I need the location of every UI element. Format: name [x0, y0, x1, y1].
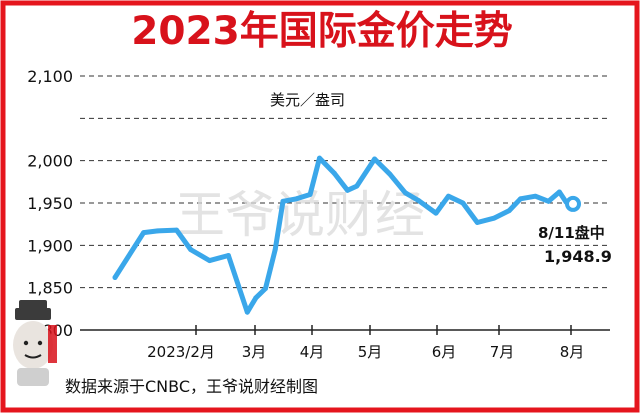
- data-point: [141, 230, 146, 236]
- last-value-marker: [565, 195, 581, 212]
- data-point: [280, 198, 286, 204]
- data-point: [474, 220, 480, 225]
- data-point: [174, 227, 179, 233]
- watermark: 王爷说财经: [175, 186, 425, 244]
- data-point: [433, 210, 439, 216]
- data-point: [402, 190, 408, 196]
- data-point: [226, 253, 231, 258]
- annotation-date-label: 8/11盘中: [538, 224, 605, 242]
- x-tick-label: 4月: [300, 343, 325, 361]
- data-point: [387, 171, 393, 177]
- data-point: [112, 275, 118, 280]
- y-tick-label: 1,850: [27, 279, 73, 298]
- source-note: 数据来源于CNBC，王爷说财经制图: [65, 377, 318, 396]
- data-point: [244, 309, 250, 315]
- data-point: [294, 196, 299, 202]
- data-point: [332, 170, 337, 176]
- data-point: [155, 228, 161, 234]
- data-point: [307, 192, 313, 197]
- data-point: [272, 247, 278, 252]
- x-tick-label: 8月: [560, 343, 585, 361]
- unit-label: 美元／盎司: [270, 91, 345, 109]
- annotation-value-label: 1,948.9: [544, 247, 612, 266]
- x-tick-label: 6月: [432, 343, 457, 361]
- x-tick-label: 7月: [490, 343, 515, 361]
- data-point: [546, 198, 551, 204]
- data-point: [506, 208, 512, 214]
- data-point: [518, 196, 523, 202]
- data-point: [460, 200, 466, 206]
- gridlines: [80, 75, 610, 289]
- data-point: [345, 187, 350, 193]
- data-point: [188, 247, 194, 252]
- data-point: [416, 198, 421, 203]
- data-point: [207, 258, 212, 263]
- data-point: [317, 155, 322, 161]
- chart-title: 2023年国际金价走势: [131, 9, 513, 54]
- mascot-avatar: [13, 300, 57, 386]
- data-point: [557, 189, 562, 195]
- data-point: [533, 193, 538, 199]
- y-tick-label: 1,900: [27, 236, 73, 255]
- y-tick-label: 2,000: [27, 152, 73, 171]
- series-line: [112, 155, 576, 315]
- data-point: [253, 295, 259, 301]
- y-tick-label: 2,100: [27, 67, 73, 86]
- data-point: [446, 193, 451, 199]
- data-point: [491, 215, 497, 221]
- x-axis-ticks: 2023/2月 3月 4月 5月 6月 7月 8月: [147, 325, 584, 361]
- y-tick-label: 1,950: [27, 194, 73, 213]
- x-tick-label: 2023/2月: [147, 343, 215, 361]
- x-tick-label: 5月: [358, 343, 383, 361]
- x-tick-label: 3月: [242, 343, 267, 361]
- data-point: [354, 183, 360, 189]
- data-point: [263, 286, 268, 291]
- data-point: [372, 156, 377, 162]
